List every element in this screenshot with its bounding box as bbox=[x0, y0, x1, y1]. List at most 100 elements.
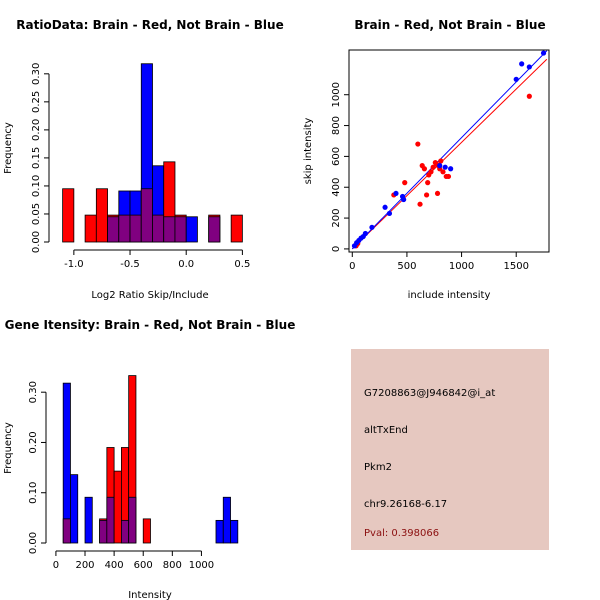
scatter-point-not-brain bbox=[526, 64, 532, 70]
scatter-point-not-brain bbox=[519, 61, 525, 67]
ratio-bar-overlap bbox=[129, 214, 142, 243]
ratio-bar-overlap bbox=[174, 216, 187, 243]
ratio-x-tick-label: 0.5 bbox=[234, 259, 250, 270]
scatter-title: Brain - Red, Not Brain - Blue bbox=[354, 18, 545, 32]
probe-info-panel: G7208863@J946842@i_at altTxEnd Pkm2 chr9… bbox=[351, 349, 549, 550]
scatter-point-brain bbox=[434, 190, 441, 197]
intensity-x-tick-label: 1000 bbox=[189, 560, 214, 571]
scatter-point-not-brain bbox=[401, 196, 407, 203]
ratio-bar-overlap bbox=[163, 216, 176, 243]
scatter-point-brain bbox=[415, 141, 421, 147]
scatter-y-tick-label: 600 bbox=[331, 147, 342, 166]
intensity-bar-not-brain bbox=[70, 474, 79, 544]
gene-intensity-histogram-panel: Gene Itensity: Brain - Red, Not Brain - … bbox=[3, 318, 295, 600]
ratio-y-tick-label: 0.05 bbox=[31, 203, 42, 225]
intensity-bar-brain bbox=[113, 470, 122, 544]
scatter-y-tick-label: 400 bbox=[331, 178, 342, 197]
scatter-point-not-brain bbox=[540, 50, 547, 56]
scatter-y-tick-label: 200 bbox=[331, 209, 342, 228]
intensity-y-tick-label: 0.30 bbox=[28, 381, 39, 403]
ratio-histogram-marks: -1.0 -0.5 0.0 0.5 0.00 0.05 0.10 0.15 0.20 0.25 0.… bbox=[31, 63, 250, 270]
ratio-bar-overlap bbox=[140, 188, 153, 243]
scatter-marks: 0 500 1000 1500 0 200 400 600 800 1000 bbox=[331, 49, 550, 272]
intensity-x-tick-label: 200 bbox=[75, 560, 94, 571]
gene-name: Pkm2 bbox=[364, 462, 392, 473]
ratio-bar-overlap bbox=[152, 214, 165, 243]
ratio-bar-brain bbox=[95, 188, 108, 243]
intensity-x-tick-label: 800 bbox=[163, 560, 182, 571]
intensity-y-tick-label: 0.20 bbox=[28, 431, 39, 453]
ratio-histogram-panel: RatioData: Brain - Red, Not Brain - Blue… bbox=[3, 18, 284, 301]
ratio-histogram-xlabel: Log2 Ratio Skip/Include bbox=[91, 290, 208, 301]
ratio-bar-not-brain bbox=[185, 216, 198, 243]
event-type: altTxEnd bbox=[364, 425, 408, 436]
scatter-point-brain bbox=[438, 158, 444, 164]
intensity-y-tick-label: 0.00 bbox=[28, 532, 39, 554]
scatter-point-not-brain bbox=[386, 210, 393, 217]
ratio-bar-overlap bbox=[107, 216, 120, 243]
intensity-histogram-xlabel: Intensity bbox=[128, 590, 172, 600]
intensity-histogram-ylabel: Frequency bbox=[3, 422, 14, 474]
scatter-point-not-brain bbox=[393, 190, 399, 197]
scatter-x-tick-label: 500 bbox=[397, 261, 416, 272]
scatter-point-not-brain bbox=[369, 224, 375, 230]
scatter-point-not-brain bbox=[442, 164, 448, 170]
scatter-y-tick-label: 800 bbox=[331, 116, 342, 135]
intensity-x-tick-label: 0 bbox=[53, 560, 59, 571]
intensity-bar-overlap bbox=[128, 496, 137, 544]
intensity-bar-not-brain bbox=[215, 519, 224, 544]
intensity-scatter-panel: Brain - Red, Not Brain - Blue include in… bbox=[303, 18, 550, 301]
genomic-location: chr9.26168-6.17 bbox=[364, 499, 447, 510]
ratio-bar-brain bbox=[84, 214, 97, 243]
scatter-point-not-brain bbox=[437, 163, 443, 169]
ratio-y-tick-label: 0.25 bbox=[31, 91, 42, 113]
probe-info-background bbox=[351, 349, 549, 550]
intensity-bar-not-brain bbox=[230, 519, 239, 544]
ratio-x-tick-label: -0.5 bbox=[120, 259, 140, 270]
scatter-point-brain bbox=[440, 169, 446, 175]
intensity-bar-overlap bbox=[99, 519, 108, 544]
scatter-xlabel: include intensity bbox=[408, 290, 491, 301]
intensity-histogram-title: Gene Itensity: Brain - Red, Not Brain - … bbox=[5, 318, 296, 332]
scatter-ylabel: skip intensity bbox=[303, 118, 314, 185]
ratio-bar-overlap bbox=[118, 214, 131, 243]
intensity-y-tick-label: 0.10 bbox=[28, 482, 39, 504]
scatter-point-brain bbox=[417, 201, 423, 207]
scatter-y-tick-label: 0 bbox=[331, 246, 342, 252]
scatter-point-not-brain bbox=[382, 204, 388, 210]
intensity-x-tick-label: 600 bbox=[134, 560, 153, 571]
intensity-bar-not-brain bbox=[222, 496, 231, 544]
scatter-y-tick-label: 1000 bbox=[331, 82, 342, 107]
scatter-point-brain bbox=[425, 180, 431, 186]
p-value: Pval: 0.398066 bbox=[364, 528, 439, 539]
scatter-fit-line-brain bbox=[351, 58, 548, 250]
scatter-point-brain bbox=[402, 180, 408, 186]
ratio-y-tick-label: 0.15 bbox=[31, 147, 42, 169]
intensity-x-tick-label: 400 bbox=[105, 560, 124, 571]
scatter-point-not-brain bbox=[513, 76, 519, 82]
ratio-bar-brain bbox=[62, 188, 75, 243]
scatter-point-brain bbox=[430, 164, 436, 170]
scatter-point-not-brain bbox=[362, 230, 368, 237]
intensity-bar-brain bbox=[142, 518, 151, 544]
intensity-bar-overlap bbox=[62, 518, 71, 544]
ratio-x-tick-label: 0.0 bbox=[178, 259, 194, 270]
ratio-x-tick-label: -1.0 bbox=[64, 259, 84, 270]
scatter-x-tick-label: 1500 bbox=[503, 261, 528, 272]
ratio-histogram-ylabel: Frequency bbox=[3, 122, 14, 174]
ratio-y-tick-label: 0.00 bbox=[31, 231, 42, 253]
scatter-point-brain bbox=[445, 173, 452, 180]
intensity-bar-overlap bbox=[106, 496, 115, 544]
intensity-histogram-marks: 0 200 400 600 800 1000 0.00 0.10 0.20 0.30 bbox=[28, 375, 239, 571]
scatter-x-tick-label: 0 bbox=[349, 261, 355, 272]
ratio-bar-brain bbox=[230, 214, 243, 243]
ratio-y-tick-label: 0.30 bbox=[31, 63, 42, 85]
scatter-fit-line-not-brain bbox=[351, 50, 548, 250]
probe-id: G7208863@J946842@i_at bbox=[364, 388, 495, 399]
ratio-histogram-title: RatioData: Brain - Red, Not Brain - Blue bbox=[16, 18, 283, 32]
ratio-bar-overlap bbox=[208, 216, 221, 243]
ratio-y-tick-label: 0.20 bbox=[31, 119, 42, 141]
scatter-point-brain bbox=[423, 192, 430, 198]
scatter-point-brain bbox=[428, 169, 434, 175]
